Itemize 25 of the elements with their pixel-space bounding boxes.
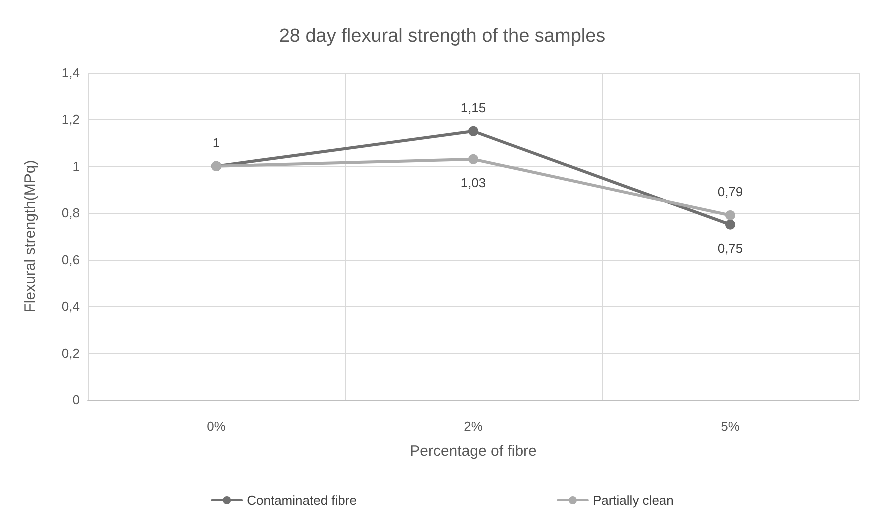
point — [726, 210, 736, 220]
chart-title: 28 day flexural strength of the samples — [279, 26, 606, 47]
data-label: 0,79 — [718, 184, 744, 200]
y-axis-title: Flexural strength(MPq) — [22, 160, 39, 313]
y-tick-label: 0,8 — [62, 206, 80, 221]
y-tick-label: 0,2 — [62, 346, 80, 361]
y-tick-label: 0 — [72, 392, 80, 408]
point — [726, 220, 736, 230]
x-tick-label: 0% — [207, 419, 226, 434]
x-axis-title: Percentage of fibre — [410, 443, 537, 460]
y-tick-label: 0,6 — [62, 252, 80, 268]
x-tick-label: 2% — [464, 419, 484, 434]
data-label: 1 — [212, 135, 220, 150]
y-tick-label: 1,4 — [62, 66, 80, 80]
point — [468, 126, 478, 136]
data-label: 0,75 — [718, 240, 744, 256]
legend-label: Contaminated fibre — [247, 493, 357, 508]
point — [468, 154, 478, 164]
y-tick-label: 0,4 — [62, 299, 80, 314]
data-label: 1,15 — [460, 100, 486, 116]
y-tick-label: 1,2 — [62, 112, 80, 128]
y-tick-label: 1 — [72, 158, 80, 174]
data-label: 1,03 — [460, 175, 486, 190]
x-tick-label: 5% — [721, 419, 740, 434]
legend-label: Partially clean — [592, 493, 674, 508]
